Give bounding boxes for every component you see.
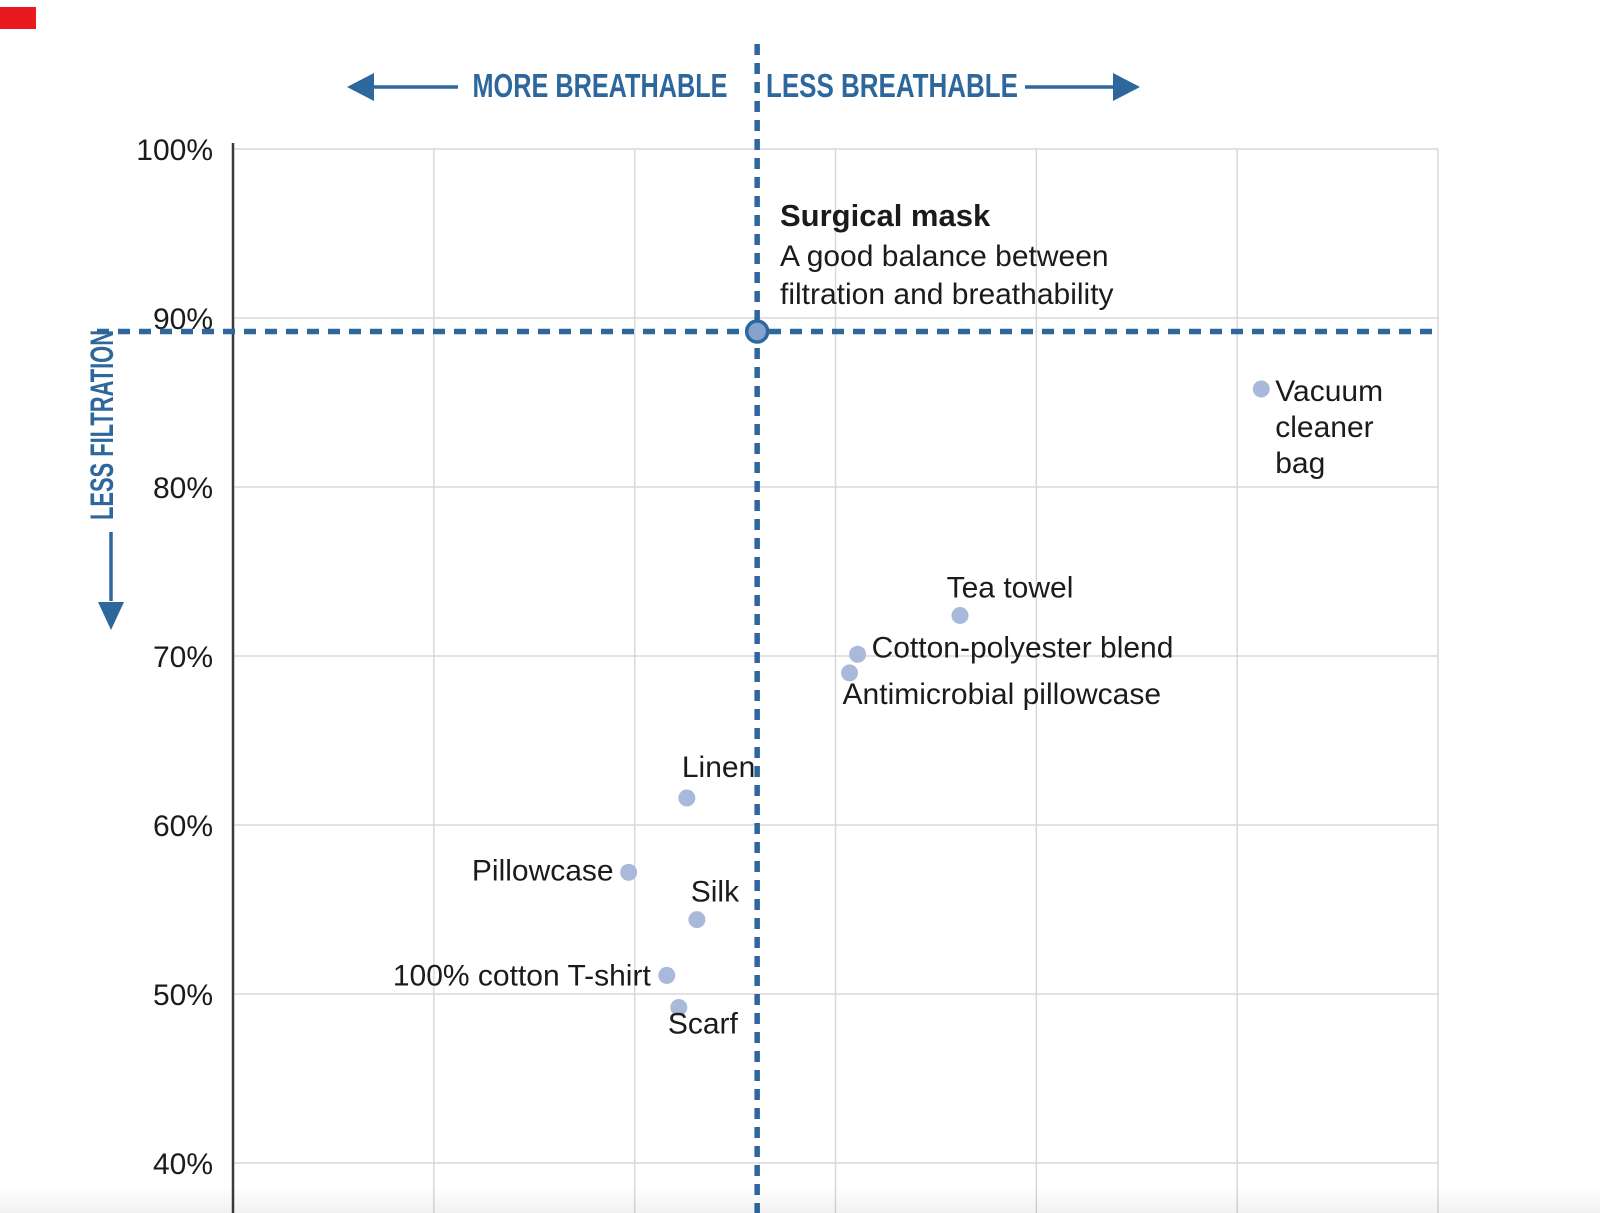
data-point	[670, 999, 688, 1017]
data-point	[658, 966, 676, 984]
data-point-label: Scarf	[668, 1008, 739, 1041]
data-point	[1252, 380, 1270, 398]
y-tick-label: 60%	[153, 810, 213, 843]
data-point-label: Antimicrobial pillowcase	[843, 678, 1161, 711]
record-indicator	[0, 7, 36, 29]
reference-point	[744, 319, 770, 344]
y-tick-label: 100%	[136, 134, 213, 167]
y-tick-label: 80%	[153, 472, 213, 505]
y-tick-label: 70%	[153, 641, 213, 674]
y-tick-label: 50%	[153, 979, 213, 1012]
data-point	[620, 863, 638, 881]
data-point	[841, 664, 859, 682]
data-point-label: bag	[1275, 447, 1325, 480]
annotation-body: A good balance between filtration and bre…	[780, 240, 1114, 311]
less-filtration-label: LESS FILTRATION	[84, 330, 120, 520]
less-breathable-label: LESS BREATHABLE	[766, 67, 1018, 104]
data-point	[849, 645, 867, 663]
data-point-label: Tea towel	[947, 571, 1074, 604]
data-point-label: cleaner	[1275, 411, 1373, 444]
data-point	[678, 789, 696, 807]
annotation-line: filtration and breathability	[780, 278, 1114, 311]
less-filtration-arrow-icon	[98, 532, 124, 630]
reference-crosshair	[97, 44, 1432, 1213]
y-tick-labels: 100%90%80%70%60%50%40%	[136, 134, 213, 1181]
y-tick-label: 40%	[153, 1148, 213, 1181]
breathability-axis-header: MORE BREATHABLE LESS BREATHABLE	[347, 67, 1140, 104]
data-point-label: Silk	[691, 876, 740, 909]
data-point	[688, 911, 706, 929]
data-point-label: Vacuum	[1275, 375, 1383, 408]
annotation-title: Surgical mask	[780, 198, 991, 233]
data-point-layer	[620, 380, 1270, 1017]
data-point	[951, 606, 969, 624]
data-point-label: Linen	[682, 751, 755, 784]
gridline-layer	[233, 148, 1439, 1213]
filtration-axis-header: LESS FILTRATION	[84, 330, 124, 630]
more-breathable-arrow-icon	[347, 73, 458, 101]
data-point-label: Pillowcase	[472, 854, 614, 887]
data-point-label: 100% cotton T-shirt	[393, 959, 652, 992]
more-breathable-label: MORE BREATHABLE	[473, 67, 728, 104]
data-point-label: Cotton-polyester blend	[872, 631, 1174, 664]
annotation-line: A good balance between	[780, 240, 1109, 273]
less-breathable-arrow-icon	[1025, 73, 1140, 101]
surgical-mask-annotation: Surgical mask A good balance between filt…	[780, 198, 1114, 311]
